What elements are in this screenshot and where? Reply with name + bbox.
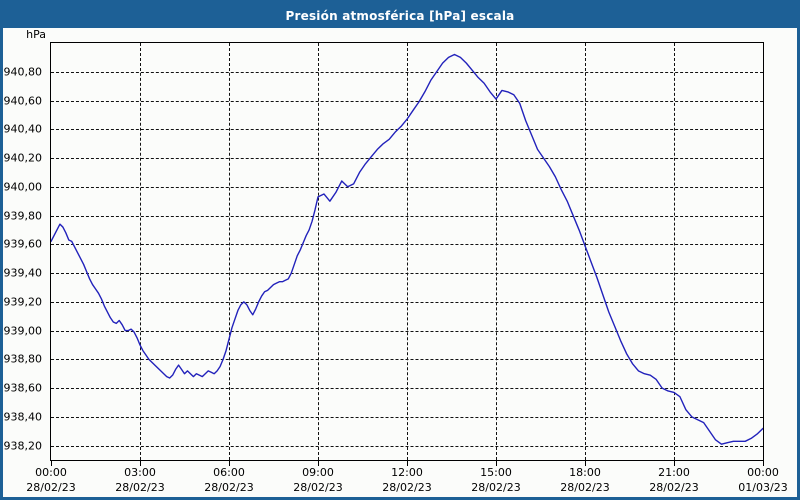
x-axis-tick-time: 00:00 [747, 466, 779, 479]
chart-canvas: hPa 938,20 938,40 938,60 938,80 939,00 939,20… [3, 28, 797, 497]
y-axis-tick-label: 939,00 [3, 324, 43, 338]
x-axis-tick-mark [763, 461, 764, 466]
x-axis-tick-label: 15:00 28/02/23 [471, 465, 520, 495]
gridline-horizontal [51, 330, 763, 332]
x-axis-tick-label: 00:00 01/03/23 [738, 465, 787, 495]
y-axis-unit-label: hPa [26, 28, 46, 41]
y-axis-tick-label: 939,40 [3, 266, 43, 280]
gridline-vertical [496, 43, 497, 460]
x-axis-tick-date: 28/02/23 [204, 481, 254, 494]
x-axis-tick-time: 18:00 [569, 466, 601, 479]
x-axis-tick-date: 28/02/23 [471, 481, 521, 494]
gridline-horizontal [51, 244, 763, 246]
gridline-horizontal [51, 100, 763, 102]
window-title-bar: Presión atmosférica [hPa] escala [3, 3, 797, 28]
x-axis-tick-mark [51, 461, 52, 466]
x-axis-tick-time: 06:00 [213, 466, 245, 479]
page-title: Presión atmosférica [hPa] escala [285, 8, 515, 23]
gridline-horizontal [51, 158, 763, 159]
x-axis-tick-time: 12:00 [391, 466, 423, 479]
gridline-vertical [318, 43, 319, 460]
y-axis-tick-label: 939,20 [3, 295, 43, 309]
x-axis-ticks [50, 461, 766, 467]
plot-area [50, 42, 764, 461]
gridline-horizontal [51, 359, 763, 361]
x-axis-tick-mark [318, 461, 319, 466]
x-axis-tick-time: 09:00 [302, 466, 334, 479]
gridline-vertical [140, 43, 141, 460]
x-axis-tick-label: 03:00 28/02/23 [115, 465, 164, 495]
gridline-vertical [585, 43, 586, 460]
x-axis-tick-mark [229, 461, 230, 466]
y-axis-tick-label: 940,20 [3, 151, 43, 165]
x-axis-tick-date: 28/02/23 [382, 481, 432, 494]
x-axis-tick-label: 00:00 28/02/23 [26, 465, 75, 495]
x-axis-tick-mark [407, 461, 408, 466]
y-axis-tick-label: 940,60 [3, 94, 43, 107]
y-axis-tick-label: 938,40 [3, 410, 43, 424]
y-axis-tick-label: 940,80 [3, 65, 43, 79]
gridline-horizontal [51, 301, 763, 303]
x-axis-tick-date: 28/02/23 [649, 481, 699, 494]
x-axis-tick-date: 28/02/23 [26, 481, 76, 494]
x-axis-tick-time: 21:00 [658, 466, 690, 479]
gridline-horizontal [51, 71, 763, 73]
x-axis-tick-label: 12:00 28/02/23 [382, 465, 431, 495]
x-axis-tick-mark [496, 461, 497, 466]
gridline-vertical [407, 43, 408, 460]
x-axis-tick-label: 21:00 28/02/23 [649, 465, 698, 495]
y-axis-tick-label: 938,20 [3, 439, 43, 453]
gridline-horizontal [51, 388, 763, 390]
x-axis-tick-date: 01/03/23 [738, 481, 788, 494]
x-axis-tick-date: 28/02/23 [560, 481, 610, 494]
x-axis-tick-date: 28/02/23 [115, 481, 165, 494]
gridline-horizontal [51, 416, 763, 418]
y-axis-tick-label: 938,80 [3, 352, 43, 366]
x-axis-tick-label: 06:00 28/02/23 [204, 465, 253, 495]
x-axis-tick-time: 00:00 [35, 466, 67, 479]
gridline-vertical [229, 43, 230, 460]
gridline-horizontal [51, 445, 763, 447]
gridline-vertical [674, 43, 675, 460]
y-axis-tick-label: 940,00 [3, 180, 43, 194]
x-axis-tick-label: 18:00 28/02/23 [560, 465, 609, 495]
x-axis-tick-label: 09:00 28/02/23 [293, 465, 342, 495]
x-axis-tick-mark [585, 461, 586, 466]
x-axis-tick-mark [674, 461, 675, 466]
x-axis-tick-date: 28/02/23 [293, 481, 343, 494]
x-axis-tick-mark [140, 461, 141, 466]
series-line [51, 53, 763, 445]
x-axis-labels: 00:00 28/02/23 03:00 28/02/23 06:00 28/02/23 0… [26, 465, 787, 497]
x-axis-tick-time: 15:00 [480, 466, 512, 479]
y-axis-tick-label: 939,80 [3, 209, 43, 223]
y-axis-tick-label: 938,60 [3, 381, 43, 395]
gridline-horizontal [51, 215, 763, 217]
y-axis-tick-label: 940,40 [3, 122, 43, 136]
y-axis-tick-label: 939,60 [3, 237, 43, 251]
x-axis-tick-time: 03:00 [124, 466, 156, 479]
y-axis-labels: 938,20 938,40 938,60 938,80 939,00 939,20 939,… [3, 42, 46, 461]
gridline-horizontal [51, 273, 763, 275]
gridline-horizontal [51, 186, 763, 188]
gridline-horizontal [51, 129, 763, 131]
